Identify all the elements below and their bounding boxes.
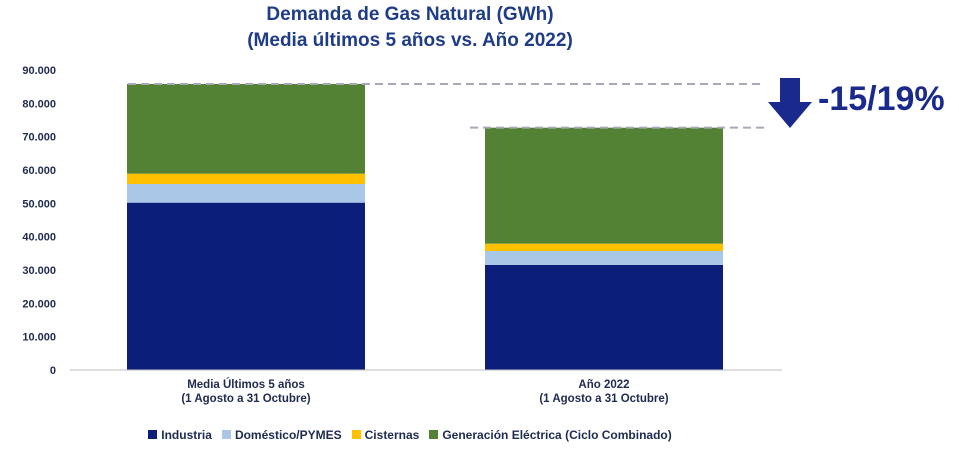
legend-swatch xyxy=(221,430,231,439)
bar-segment xyxy=(127,184,365,203)
y-tick-label: 30.000 xyxy=(22,265,56,277)
y-tick-label: 80.000 xyxy=(22,98,56,110)
legend-swatch xyxy=(429,430,439,439)
stacked-bar-chart: 0 10.000 20.000 30.000 40.000 50.000 60.000 70.… xyxy=(22,65,812,405)
legend-label: Industria xyxy=(161,428,212,442)
y-tick-label: 60.000 xyxy=(22,165,56,177)
y-tick-label: 10.000 xyxy=(22,332,56,344)
legend-swatch xyxy=(351,430,361,439)
chart-legend: Industria Doméstico/PYMES Cisternas Generac… xyxy=(0,428,820,442)
x-tick-label: Media Últimos 5 años xyxy=(187,378,305,391)
x-tick-label: (1 Agosto a 31 Octubre) xyxy=(181,393,310,405)
y-tick-label: 70.000 xyxy=(22,132,56,144)
y-tick-label: 20.000 xyxy=(22,298,56,310)
bar-segment xyxy=(127,202,365,370)
legend-item: Doméstico/PYMES xyxy=(221,428,342,442)
y-tick-label: 90.000 xyxy=(22,65,56,77)
legend-label: Generación Eléctrica (Ciclo Combinado) xyxy=(442,428,672,442)
bar-segment xyxy=(127,173,365,184)
bar-segment xyxy=(485,127,723,244)
x-tick-label: (1 Agosto a 31 Octubre) xyxy=(539,393,668,405)
y-tick-label: 0 xyxy=(50,365,56,377)
chart-subtitle: (Media últimos 5 años vs. Año 2022) xyxy=(247,30,573,51)
down-arrow-icon xyxy=(768,78,812,128)
y-tick-label: 40.000 xyxy=(22,232,56,244)
bar-segment xyxy=(485,265,723,370)
legend-item: Cisternas xyxy=(351,428,420,442)
y-tick-label: 50.000 xyxy=(22,198,56,210)
bar-segment xyxy=(127,84,365,174)
chart-title: Demanda de Gas Natural (GWh) xyxy=(266,4,554,25)
legend-label: Doméstico/PYMES xyxy=(234,428,342,442)
legend-label: Cisternas xyxy=(364,428,420,442)
legend-item: Industria xyxy=(148,428,212,442)
x-tick-label: Año 2022 xyxy=(578,379,629,391)
legend-swatch xyxy=(148,430,158,439)
bar-segment xyxy=(485,243,723,251)
legend-item: Generación Eléctrica (Ciclo Combinado) xyxy=(429,428,672,442)
change-annotation: -15/19% xyxy=(818,80,945,118)
bar-segment xyxy=(485,251,723,265)
